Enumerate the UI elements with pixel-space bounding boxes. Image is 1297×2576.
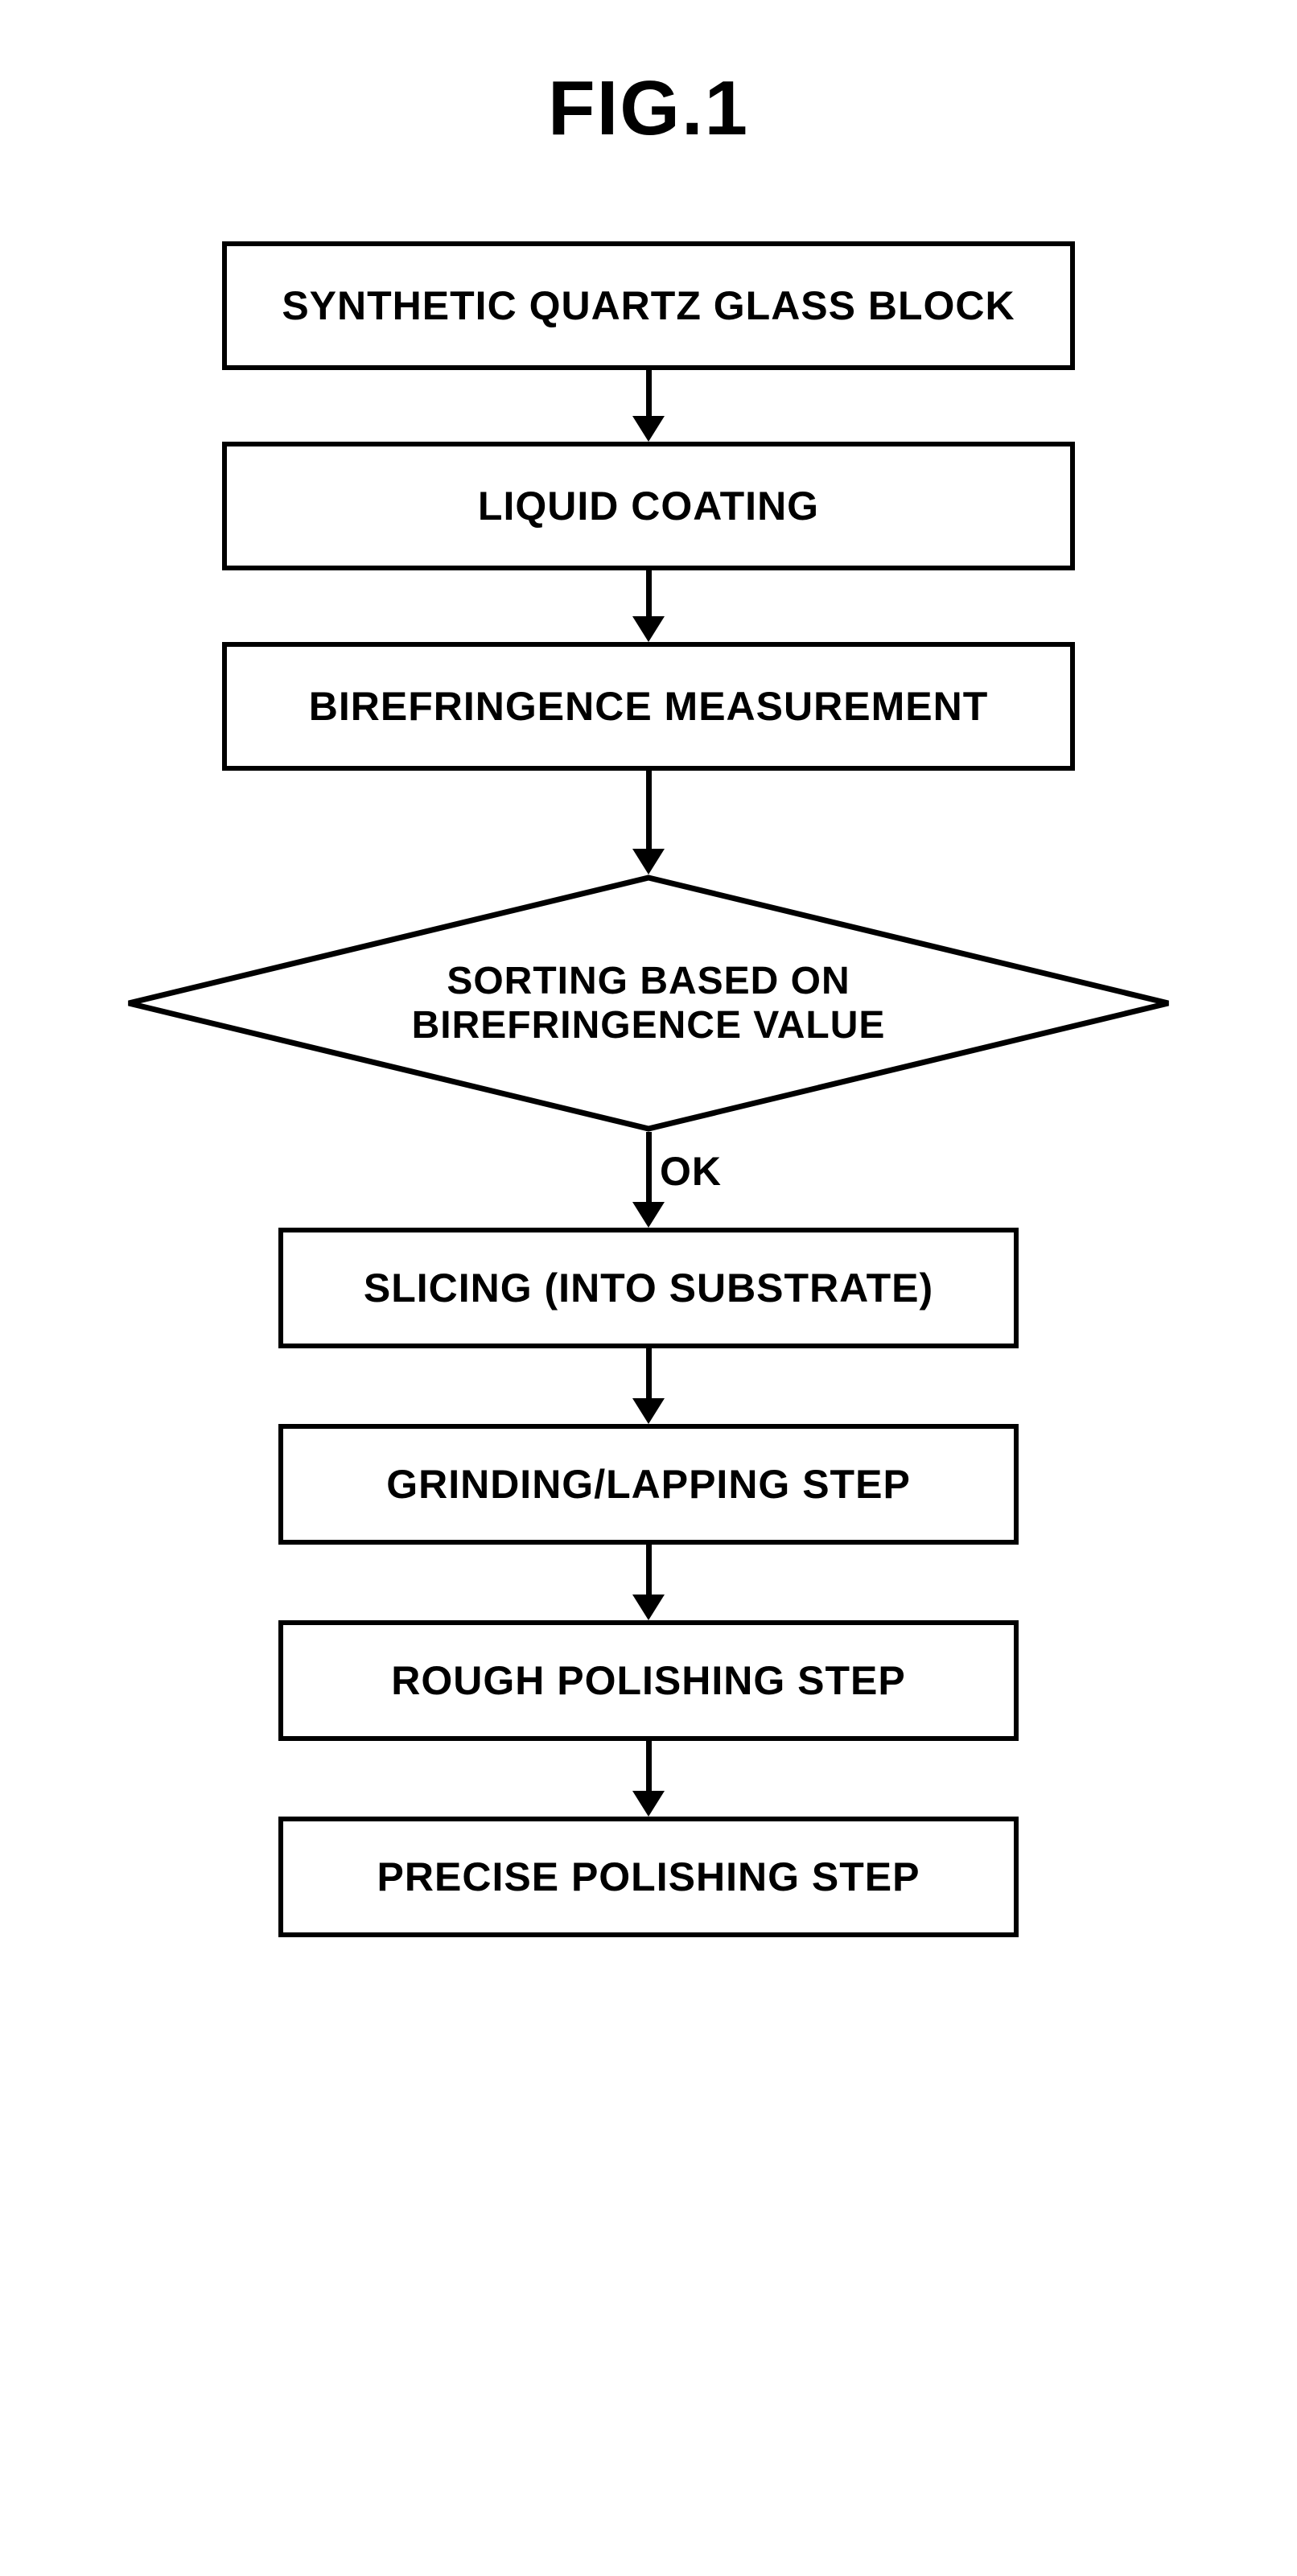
arrow-line <box>646 570 652 617</box>
arrow-head-icon <box>632 1595 665 1620</box>
figure-container: FIG.1 SYNTHETIC QUARTZ GLASS BLOCK LIQUI… <box>0 64 1297 1937</box>
arrow-line <box>646 1545 652 1595</box>
step-box-liquid-coating: LIQUID COATING <box>222 442 1075 570</box>
arrow-head-icon <box>632 616 665 642</box>
arrow-line <box>646 1348 652 1399</box>
arrow-line <box>646 1132 652 1203</box>
decision-text-line1: SORTING BASED ON <box>447 959 850 1003</box>
flowchart: SYNTHETIC QUARTZ GLASS BLOCK LIQUID COAT… <box>126 241 1171 1937</box>
arrow-icon <box>632 1545 665 1620</box>
edge-label-ok: OK <box>660 1148 722 1195</box>
arrow-line <box>646 771 652 850</box>
decision-text: SORTING BASED ON BIREFRINGENCE VALUE <box>126 874 1171 1132</box>
decision-text-line2: BIREFRINGENCE VALUE <box>412 1003 886 1047</box>
arrow-head-icon <box>632 1202 665 1228</box>
arrow-with-label: OK <box>632 1132 665 1228</box>
step-box-precise-polishing: PRECISE POLISHING STEP <box>278 1817 1019 1937</box>
step-box-slicing: SLICING (INTO SUBSTRATE) <box>278 1228 1019 1348</box>
arrow-head-icon <box>632 1791 665 1817</box>
arrow-line <box>646 1741 652 1792</box>
figure-title: FIG.1 <box>548 64 749 153</box>
arrow-icon <box>632 570 665 642</box>
arrow-line <box>646 370 652 417</box>
arrow-head-icon <box>632 416 665 442</box>
arrow-icon <box>632 771 665 874</box>
arrow-icon <box>632 370 665 442</box>
arrow-icon <box>632 1348 665 1424</box>
arrow-head-icon <box>632 1398 665 1424</box>
step-box-synthetic-quartz: SYNTHETIC QUARTZ GLASS BLOCK <box>222 241 1075 370</box>
decision-diamond-sorting: SORTING BASED ON BIREFRINGENCE VALUE <box>126 874 1171 1132</box>
step-box-birefringence-measurement: BIREFRINGENCE MEASUREMENT <box>222 642 1075 771</box>
arrow-icon <box>632 1741 665 1817</box>
step-box-rough-polishing: ROUGH POLISHING STEP <box>278 1620 1019 1741</box>
arrow-head-icon <box>632 849 665 874</box>
step-box-grinding-lapping: GRINDING/LAPPING STEP <box>278 1424 1019 1545</box>
